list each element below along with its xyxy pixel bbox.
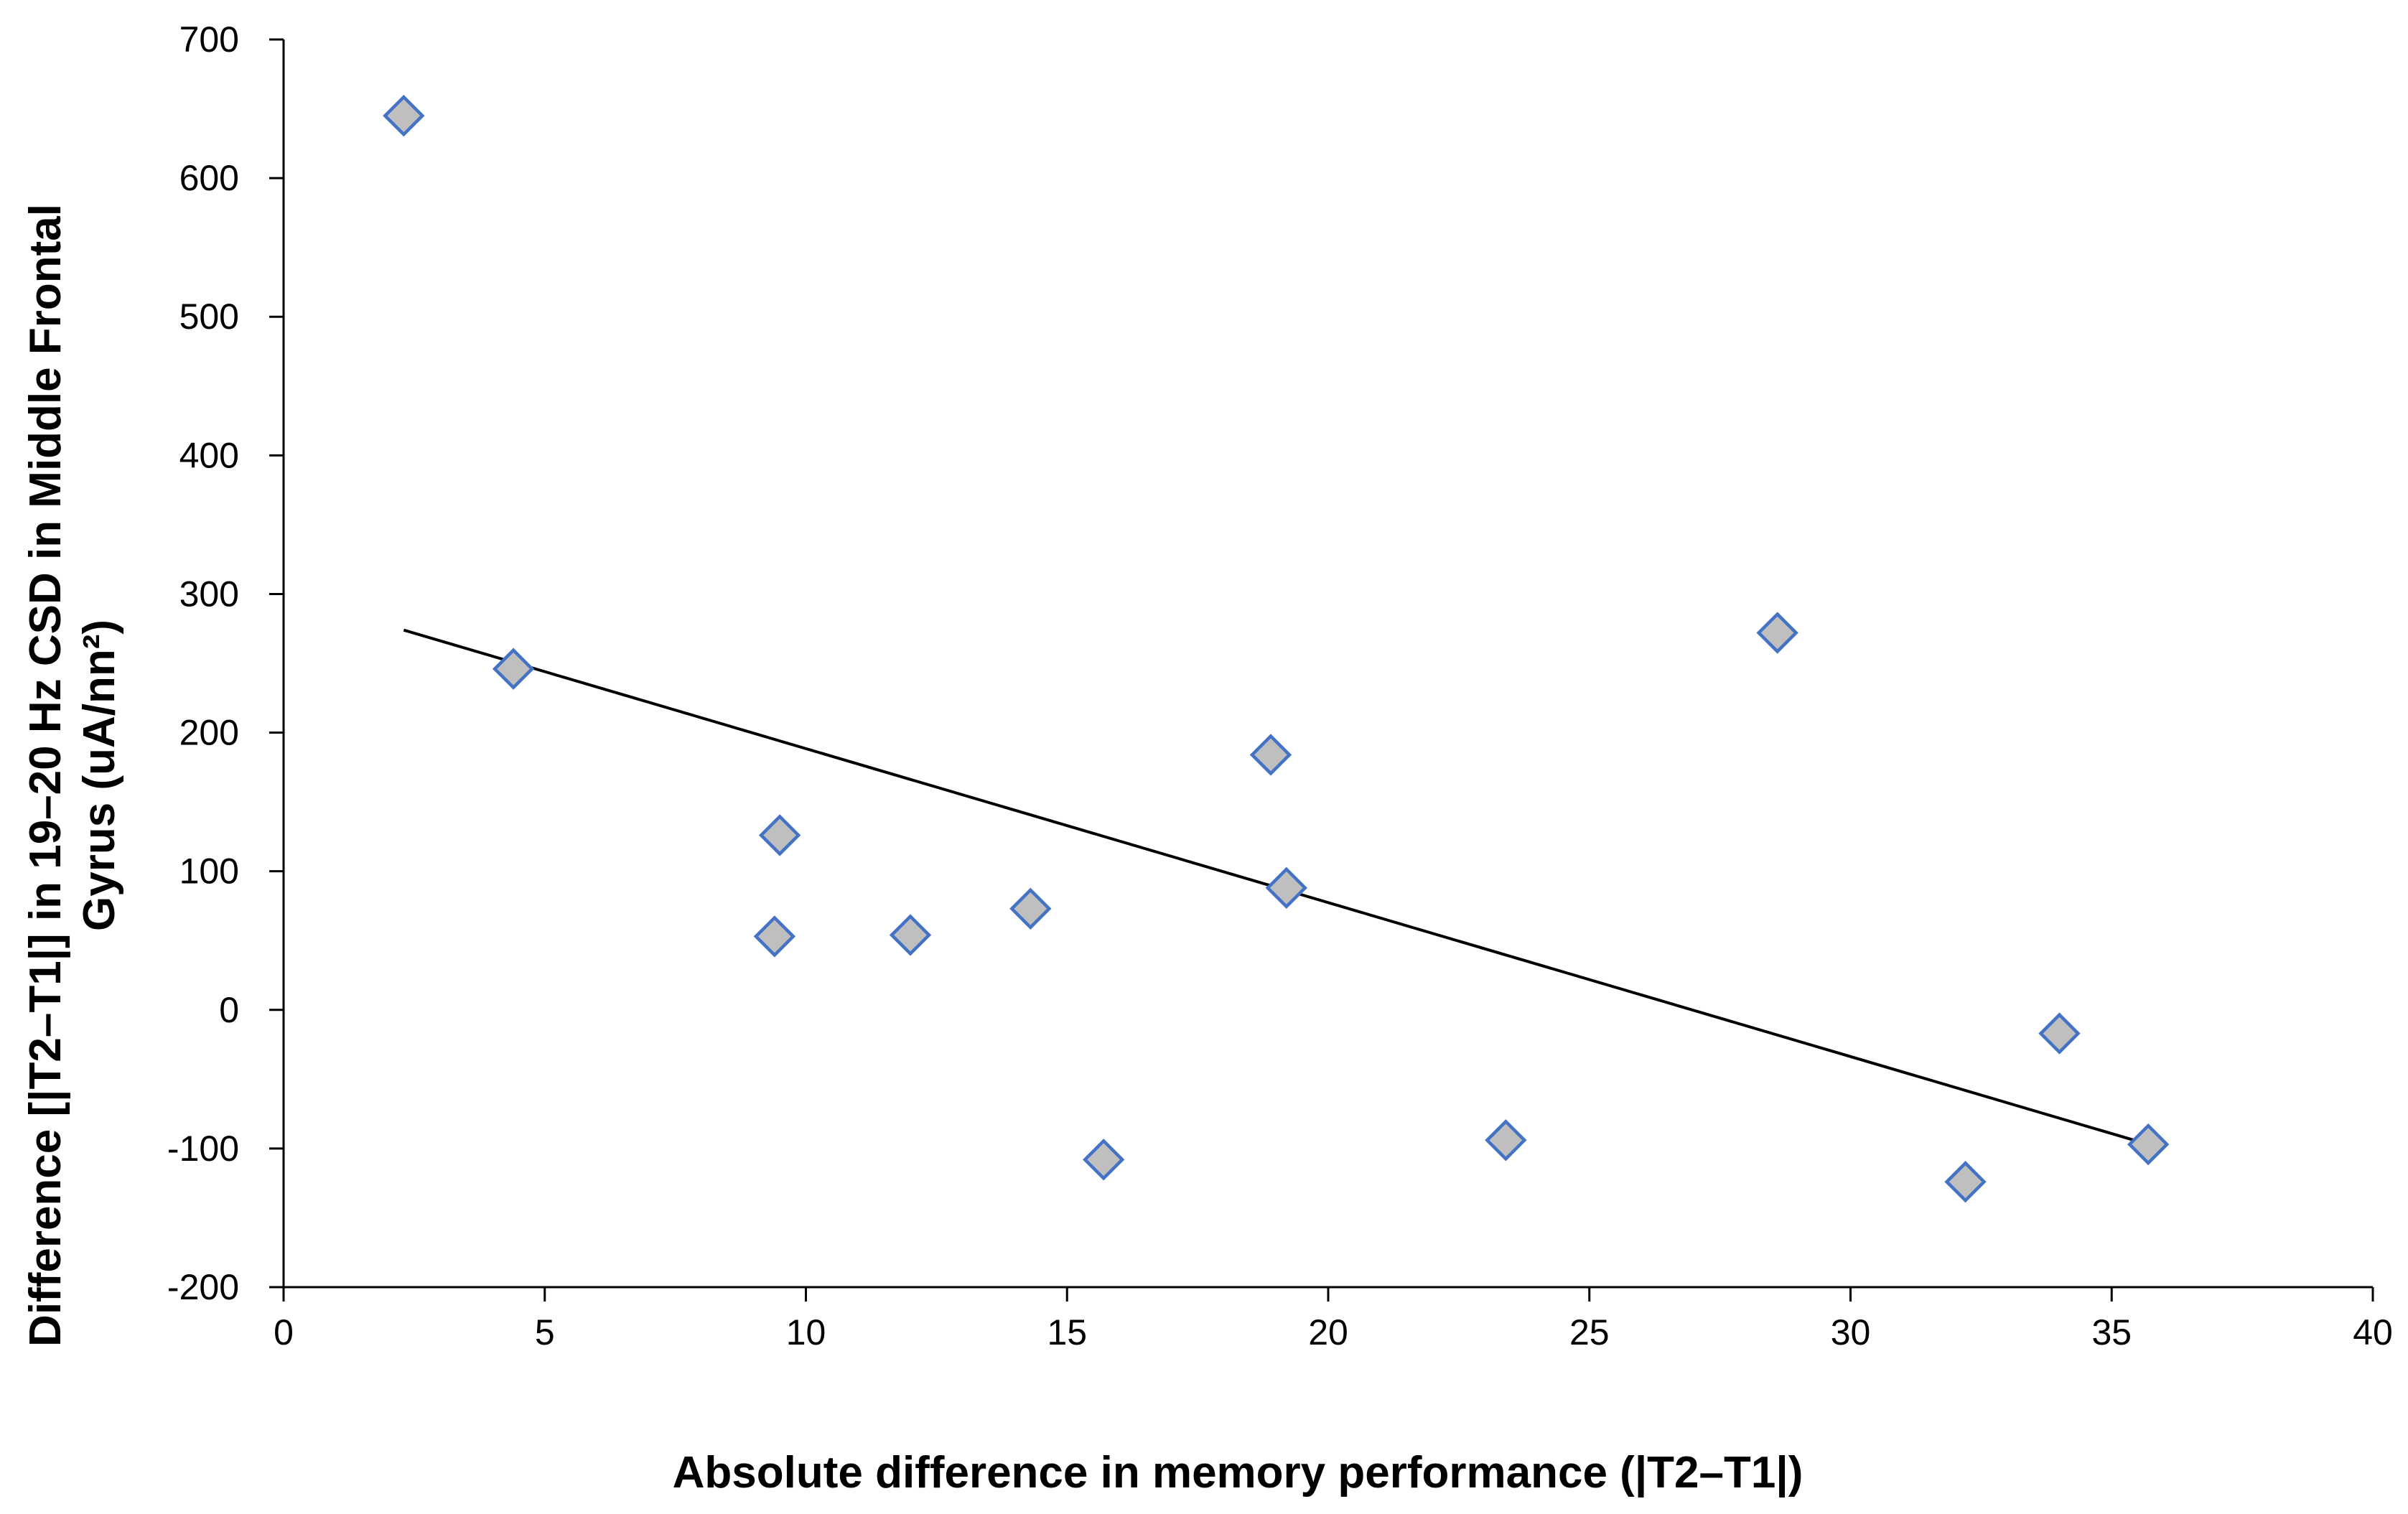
data-point xyxy=(1944,1161,1987,1203)
y-tick-label: 200 xyxy=(179,713,239,753)
x-tick-label: 0 xyxy=(274,1312,294,1352)
x-tick-label: 15 xyxy=(1047,1312,1087,1352)
data-point xyxy=(1082,1139,1125,1181)
x-axis-ticks: 0 5 10 15 20 25 30 35 40 xyxy=(274,1287,2393,1352)
data-point xyxy=(383,95,425,137)
data-point xyxy=(753,915,796,958)
y-tick-label: 100 xyxy=(179,851,239,892)
data-point xyxy=(758,814,801,856)
data-point xyxy=(2038,1012,2081,1055)
x-tick-label: 40 xyxy=(2353,1312,2393,1352)
data-point xyxy=(1485,1119,1527,1162)
x-axis-title: Absolute difference in memory performanc… xyxy=(673,1448,1803,1498)
data-point xyxy=(1265,866,1307,910)
x-tick-label: 20 xyxy=(1308,1312,1348,1352)
y-axis-title: Difference [|T2–T1|] in 19–20 Hz CSD in … xyxy=(21,204,124,1347)
y-tick-label: -200 xyxy=(167,1267,239,1307)
y-axis-title-line-2: Gyrus (uA/nn²) xyxy=(75,620,124,931)
x-tick-label: 25 xyxy=(1569,1312,1610,1352)
data-point xyxy=(492,648,535,690)
x-tick-label: 35 xyxy=(2091,1312,2132,1352)
data-point xyxy=(1249,734,1292,776)
y-axis-ticks: -200 -100 0 100 200 300 400 500 600 700 xyxy=(167,19,284,1307)
y-tick-label: 0 xyxy=(219,990,239,1030)
x-tick-label: 30 xyxy=(1831,1312,1871,1352)
y-tick-label: 700 xyxy=(179,19,239,60)
data-point xyxy=(889,914,932,956)
data-point xyxy=(1756,612,1798,654)
data-point xyxy=(2127,1123,2170,1166)
y-tick-label: 400 xyxy=(179,435,239,475)
x-tick-label: 5 xyxy=(535,1312,555,1352)
data-points xyxy=(383,95,2170,1203)
y-tick-label: -100 xyxy=(167,1129,239,1169)
y-tick-label: 600 xyxy=(179,158,239,198)
x-tick-label: 10 xyxy=(786,1312,826,1352)
y-tick-label: 500 xyxy=(179,296,239,337)
y-tick-label: 300 xyxy=(179,574,239,614)
y-axis-title-line-1: Difference [|T2–T1|] in 19–20 Hz CSD in … xyxy=(21,204,71,1347)
data-point xyxy=(1009,887,1052,930)
